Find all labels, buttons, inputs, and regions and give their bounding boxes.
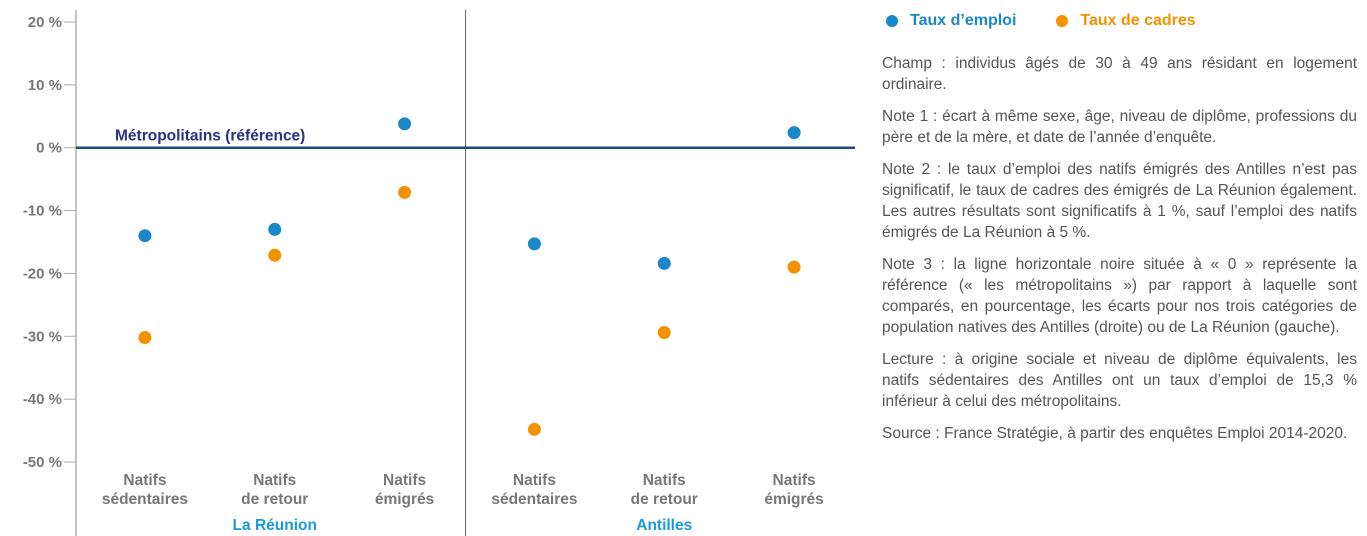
x-tick-label: Natifs <box>513 472 556 489</box>
y-tick-label: -20 % <box>23 265 62 282</box>
point <box>398 185 412 199</box>
point <box>268 248 282 262</box>
legend: Taux d’emploi Taux de cadres <box>886 10 1357 31</box>
x-tick-label: Natifs <box>773 472 816 489</box>
point <box>787 126 801 140</box>
group-label: La Réunion <box>233 517 317 534</box>
point <box>657 326 671 340</box>
point <box>527 422 541 436</box>
x-tick-label: de retour <box>241 491 308 508</box>
y-tick-label: 20 % <box>28 14 62 31</box>
x-tick-label: de retour <box>631 491 698 508</box>
x-tick-label: sédentaires <box>491 491 577 508</box>
x-tick-label: Natifs <box>123 472 166 489</box>
note: Note 2 : le taux d’emploi des natifs émi… <box>882 161 1357 241</box>
x-tick-label: émigrés <box>375 491 434 508</box>
x-tick-label: sédentaires <box>102 491 188 508</box>
point <box>527 237 541 251</box>
y-tick-label: -30 % <box>23 328 62 345</box>
legend-marker <box>1056 14 1069 27</box>
point <box>787 260 801 274</box>
point <box>657 256 671 270</box>
reference-label: Métropolitains (référence) <box>115 128 305 145</box>
note: Lecture : à origine sociale et niveau de… <box>882 351 1357 410</box>
legend-marker <box>886 14 898 27</box>
x-tick-label: Natifs <box>643 472 686 489</box>
point <box>398 117 412 131</box>
note: Note 1 : écart à même sexe, âge, niveau … <box>882 108 1357 146</box>
y-tick-label: -10 % <box>23 203 62 220</box>
point <box>138 229 152 243</box>
legend-item: Taux de cadres <box>1056 10 1196 31</box>
y-tick-label: -40 % <box>23 391 62 408</box>
group-label: Antilles <box>636 517 692 534</box>
point <box>268 222 282 236</box>
legend-item: Taux d’emploi <box>886 10 1016 31</box>
x-tick-label: Natifs <box>253 472 296 489</box>
note: Source : France Stratégie, à partir des … <box>882 425 1348 442</box>
chart: 20 % 10 % 0 % -10 % -20 % -30 % -40 % -50 % Métr… <box>23 10 855 536</box>
note: Note 3 : la ligne horizontale noire situ… <box>882 256 1357 336</box>
notes: Champ : individus âgés de 30 à 49 ans ré… <box>882 53 1357 444</box>
y-tick-label: -50 % <box>23 454 62 471</box>
y-tick-label: 10 % <box>28 77 62 94</box>
note: Champ : individus âgés de 30 à 49 ans ré… <box>882 55 1357 93</box>
x-tick-label: émigrés <box>764 491 823 508</box>
side-panel: Taux d’emploi Taux de cadres Champ : indi… <box>882 8 1357 536</box>
point <box>138 331 152 345</box>
x-tick-label: Natifs <box>383 472 426 489</box>
legend-label: Taux de cadres <box>1080 12 1196 29</box>
legend-label: Taux d’emploi <box>910 12 1017 29</box>
y-tick-label: 0 % <box>36 140 62 157</box>
